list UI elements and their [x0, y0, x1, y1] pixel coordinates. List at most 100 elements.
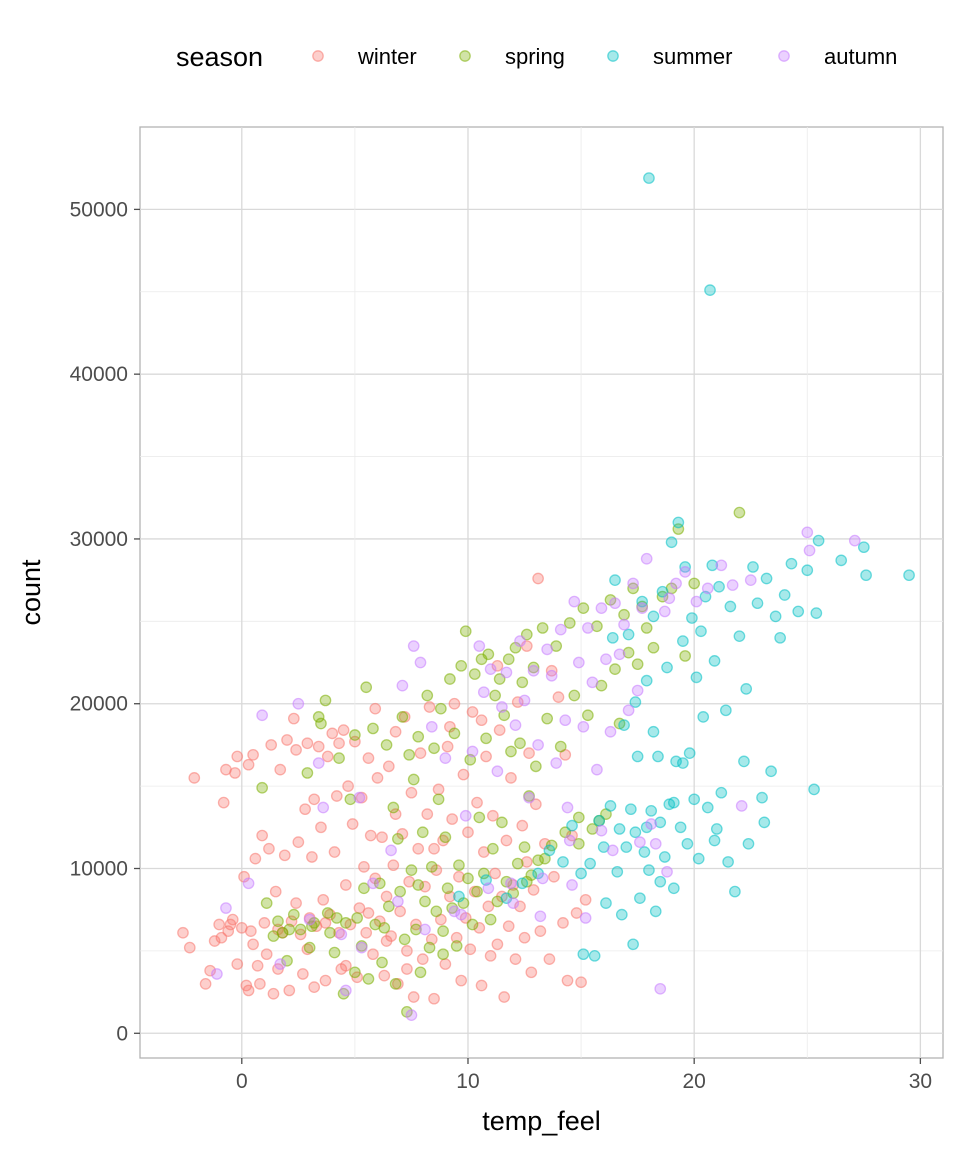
scatter-point	[572, 656, 585, 669]
scatter-point	[267, 930, 280, 942]
scatter-point	[572, 811, 585, 824]
scatter-point	[609, 574, 621, 586]
scatter-point	[362, 973, 375, 985]
scatter-point	[425, 720, 438, 733]
scatter-point	[543, 844, 556, 857]
scatter-point	[394, 905, 406, 918]
scatter-point	[500, 666, 513, 679]
scatter-point	[715, 559, 728, 572]
scatter-point	[260, 948, 273, 961]
scatter-point	[254, 977, 266, 990]
scatter-point	[466, 745, 479, 758]
scatter-point	[428, 992, 440, 1005]
scatter-point	[774, 631, 786, 644]
scatter-point	[405, 786, 418, 799]
scatter-point	[410, 923, 422, 936]
scatter-point	[455, 659, 468, 672]
scatter-point	[649, 905, 662, 918]
legend-label: spring	[505, 44, 565, 69]
scatter-point	[319, 974, 332, 987]
scatter-point	[661, 661, 673, 674]
legend-item-spring: spring	[459, 44, 565, 69]
scatter-point	[297, 968, 309, 980]
series-spring	[256, 506, 746, 1018]
scatter-point	[726, 579, 739, 591]
scatter-point	[299, 803, 311, 816]
x-tick-label: 10	[456, 1070, 479, 1093]
scatter-point	[629, 826, 642, 839]
scatter-point	[432, 793, 445, 806]
scatter-point	[591, 620, 603, 633]
scatter-point	[459, 625, 472, 638]
scatter-point	[629, 696, 642, 708]
scatter-point	[217, 796, 230, 809]
scatter-point	[421, 808, 434, 820]
scatter-point	[514, 900, 526, 913]
scatter-point	[778, 589, 791, 601]
scatter-point	[480, 750, 492, 763]
scatter-point	[321, 750, 334, 763]
y-tick-label: 0	[116, 1022, 128, 1045]
scatter-point	[229, 767, 241, 779]
scatter-point	[416, 953, 429, 965]
data-points	[177, 172, 915, 1022]
scatter-point	[475, 714, 488, 727]
scatter-point	[566, 819, 578, 832]
scatter-point	[527, 661, 540, 674]
scatter-point	[561, 974, 574, 987]
scatter-point	[315, 717, 327, 730]
scatter-point	[353, 791, 366, 804]
scatter-point	[670, 755, 682, 768]
scatter-point	[414, 747, 427, 760]
scatter-point	[437, 948, 449, 961]
scatter-point	[536, 622, 549, 634]
scatter-point	[251, 959, 264, 972]
scatter-point	[371, 772, 384, 784]
scatter-point	[328, 846, 341, 858]
scatter-point	[489, 689, 501, 702]
scatter-point	[487, 842, 499, 855]
scatter-point	[183, 941, 196, 954]
scatter-point	[514, 635, 526, 647]
scatter-point	[577, 602, 590, 615]
scatter-point	[308, 793, 321, 806]
scatter-point	[677, 635, 689, 647]
scatter-point	[396, 711, 409, 723]
legend-label: autumn	[824, 44, 897, 69]
scatter-point	[722, 856, 734, 868]
scatter-point	[315, 821, 327, 834]
scatter-point	[306, 920, 318, 933]
scatter-point	[407, 773, 420, 786]
scatter-point	[231, 750, 244, 763]
scatter-point	[609, 597, 621, 610]
scatter-point	[360, 681, 373, 694]
scatter-point	[672, 516, 685, 529]
scatter-point	[281, 734, 293, 746]
legend: season winter spring summer autumn	[176, 42, 897, 72]
scatter-point	[369, 702, 382, 715]
scatter-point	[441, 740, 454, 753]
scatter-point	[423, 941, 436, 954]
scatter-point	[715, 786, 728, 799]
scatter-point	[810, 607, 823, 619]
scatter-point	[563, 834, 576, 847]
scatter-point	[450, 940, 463, 952]
scatter-point	[283, 984, 296, 997]
scatter-point	[516, 676, 529, 689]
scatter-point	[634, 892, 646, 905]
scatter-point	[654, 816, 667, 829]
scatter-point	[801, 526, 814, 539]
scatter-point	[339, 959, 352, 972]
scatter-point	[425, 861, 438, 873]
scatter-point	[554, 623, 567, 636]
scatter-point	[430, 905, 443, 918]
scatter-point	[509, 719, 522, 731]
scatter-point	[502, 920, 515, 933]
legend-key	[778, 50, 790, 62]
scatter-point	[663, 592, 676, 605]
scatter-point	[593, 814, 606, 827]
scatter-point	[645, 804, 658, 817]
legend-key	[607, 50, 619, 62]
scatter-point	[434, 702, 447, 715]
